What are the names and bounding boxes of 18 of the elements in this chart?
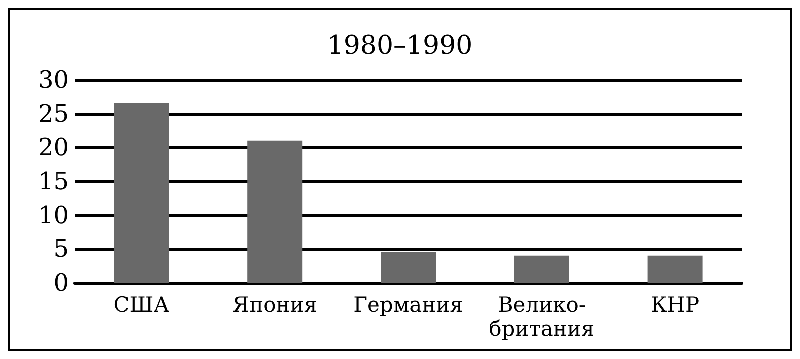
bar [114, 103, 170, 283]
y-tick-label: 25 [38, 100, 69, 128]
x-tick-label: США [114, 293, 170, 317]
bar [381, 252, 436, 283]
y-tick-label: 20 [38, 134, 69, 162]
x-tick-label: Германия [354, 293, 464, 317]
x-tick-label: Япония [232, 293, 318, 317]
x-tick-label: Велико- британия [489, 293, 595, 341]
bar [248, 140, 303, 283]
y-tick-label: 10 [38, 201, 69, 230]
bar [648, 256, 703, 283]
chart-title: 1980–1990 [327, 31, 473, 61]
y-tick-label: 15 [38, 168, 69, 196]
y-tick-label: 30 [38, 66, 69, 94]
x-tick-label: КНР [650, 293, 700, 317]
bar [514, 256, 570, 283]
y-tick-label: 0 [54, 269, 69, 297]
y-tick-label: 5 [54, 235, 69, 264]
